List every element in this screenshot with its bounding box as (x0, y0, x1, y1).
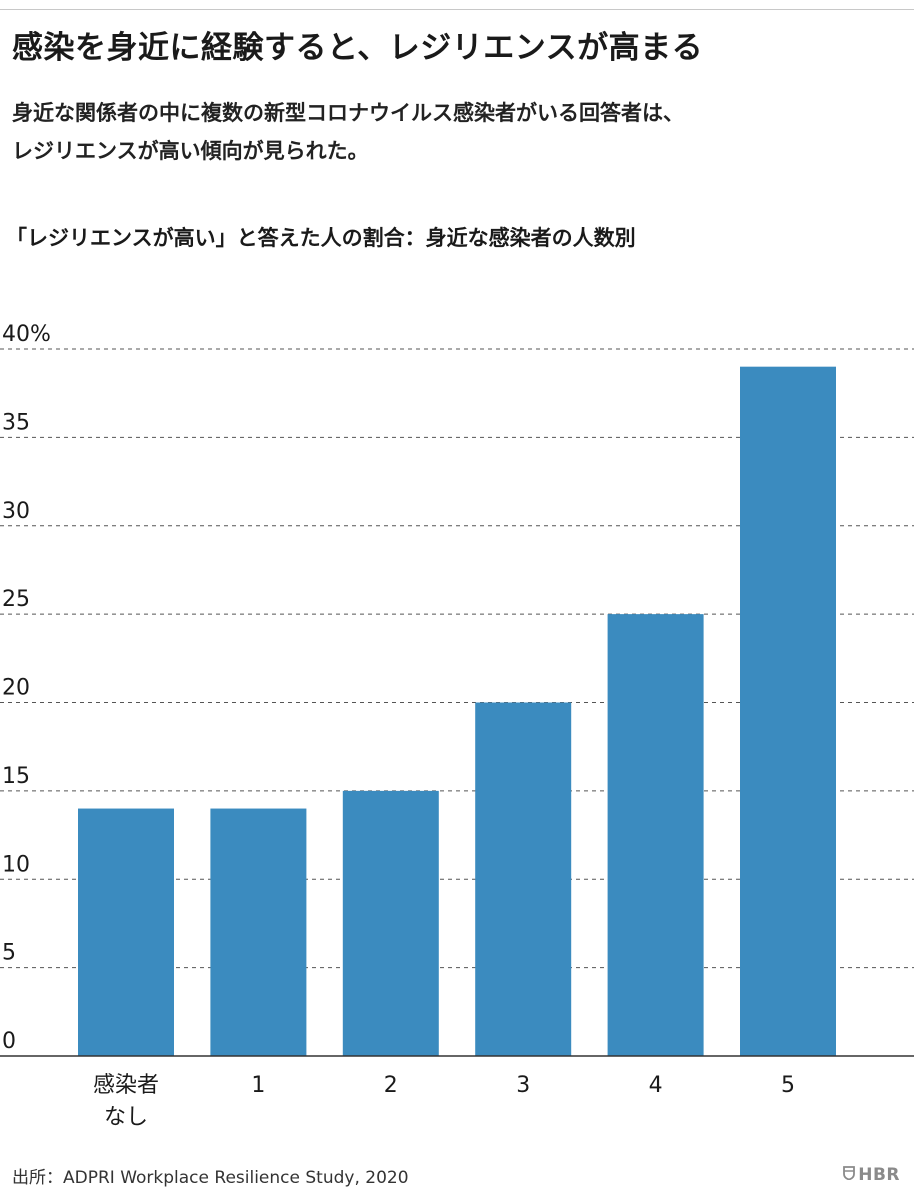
y-tick-label: 30 (2, 499, 30, 524)
bar (607, 614, 704, 1056)
bar (78, 808, 174, 1056)
subtitle-line-2: レジリエンスが高い傾向が見られた。 (12, 139, 369, 163)
subtitle-line-1: 身近な関係者の中に複数の新型コロナウイルス感染者がいる回答者は、 (12, 101, 684, 125)
y-tick-label: 35 (2, 410, 30, 435)
chart-title: 「レジリエンスが高い」と答えた人の割合：身近な感染者の人数別 (6, 226, 636, 250)
y-tick-label: 10 (2, 852, 30, 877)
page-title: 感染を身近に経験すると、レジリエンスが高まる (12, 30, 704, 66)
y-tick-label: 0 (2, 1029, 16, 1054)
x-tick-label: 4 (649, 1073, 663, 1098)
x-tick-label: 3 (516, 1073, 530, 1098)
subtitle: 身近な関係者の中に複数の新型コロナウイルス感染者がいる回答者は、 レジリエンスが… (12, 94, 902, 170)
y-tick-label: 5 (2, 941, 16, 966)
x-tick-label: 感染者 (93, 1073, 159, 1098)
y-tick-label: 25 (2, 587, 30, 612)
bar (475, 702, 572, 1056)
x-tick-label: 5 (781, 1073, 795, 1098)
top-divider (0, 9, 914, 10)
x-tick-label: なし (104, 1105, 148, 1130)
logo-text: HBR (858, 1165, 900, 1185)
shield-icon (843, 1165, 856, 1185)
bar (342, 790, 439, 1056)
y-tick-label: 15 (2, 764, 30, 789)
x-tick-label: 1 (251, 1073, 265, 1098)
y-tick-label: 20 (2, 676, 30, 701)
source-note: 出所：ADPRI Workplace Resilience Study, 202… (12, 1168, 409, 1188)
y-tick-label: 40% (2, 322, 51, 347)
x-tick-label: 2 (384, 1073, 398, 1098)
hbr-logo: HBR (843, 1165, 900, 1185)
bar (740, 366, 836, 1056)
bar (210, 808, 307, 1056)
